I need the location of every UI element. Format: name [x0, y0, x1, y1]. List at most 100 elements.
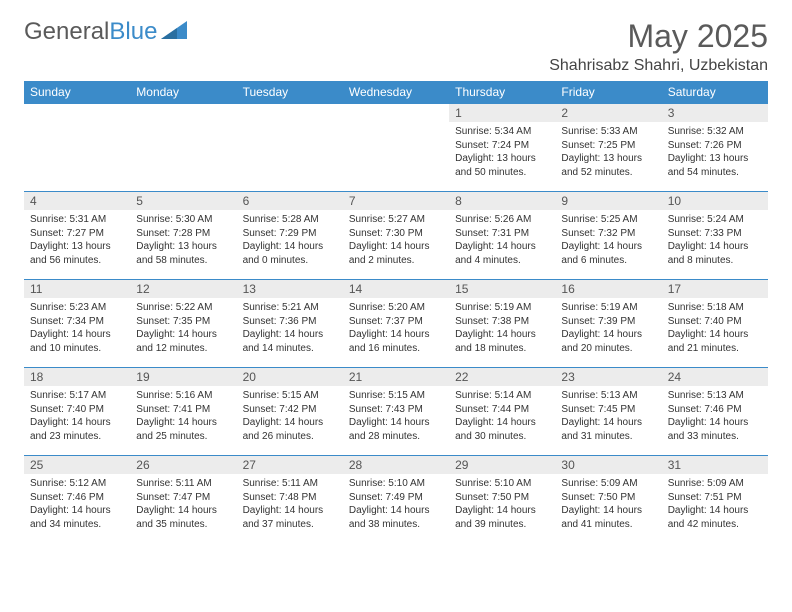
- logo-text-2: Blue: [109, 18, 157, 46]
- day-info: Sunrise: 5:13 AMSunset: 7:45 PMDaylight:…: [555, 386, 661, 445]
- day-info-line: Sunrise: 5:19 AM: [561, 301, 655, 315]
- day-info-line: Sunrise: 5:09 AM: [668, 477, 762, 491]
- day-info: Sunrise: 5:22 AMSunset: 7:35 PMDaylight:…: [130, 298, 236, 357]
- calendar-cell: 14Sunrise: 5:20 AMSunset: 7:37 PMDayligh…: [343, 280, 449, 368]
- weekday-tue: Tuesday: [237, 81, 343, 104]
- day-info: Sunrise: 5:10 AMSunset: 7:49 PMDaylight:…: [343, 474, 449, 533]
- day-info-line: Sunset: 7:41 PM: [136, 403, 230, 417]
- day-info: Sunrise: 5:15 AMSunset: 7:43 PMDaylight:…: [343, 386, 449, 445]
- day-info-line: and 6 minutes.: [561, 254, 655, 268]
- day-info-line: Daylight: 14 hours: [455, 416, 549, 430]
- day-info-line: Sunset: 7:40 PM: [30, 403, 124, 417]
- day-info-line: and 52 minutes.: [561, 166, 655, 180]
- day-info-line: Sunset: 7:33 PM: [668, 227, 762, 241]
- day-info-line: Daylight: 14 hours: [455, 240, 549, 254]
- title-block: May 2025 Shahrisabz Shahri, Uzbekistan: [549, 18, 768, 75]
- day-info-line: Sunrise: 5:30 AM: [136, 213, 230, 227]
- weekday-thu: Thursday: [449, 81, 555, 104]
- day-info-line: Sunset: 7:51 PM: [668, 491, 762, 505]
- weekday-header-row: Sunday Monday Tuesday Wednesday Thursday…: [24, 81, 768, 104]
- calendar-row: 1Sunrise: 5:34 AMSunset: 7:24 PMDaylight…: [24, 104, 768, 192]
- day-number: 8: [449, 192, 555, 210]
- day-info: Sunrise: 5:24 AMSunset: 7:33 PMDaylight:…: [662, 210, 768, 269]
- day-number: 22: [449, 368, 555, 386]
- day-info-line: Sunset: 7:29 PM: [243, 227, 337, 241]
- day-info-line: Sunrise: 5:26 AM: [455, 213, 549, 227]
- day-info-line: and 30 minutes.: [455, 430, 549, 444]
- day-info-line: Daylight: 14 hours: [455, 328, 549, 342]
- day-info-line: Daylight: 14 hours: [136, 504, 230, 518]
- day-info-line: Sunrise: 5:19 AM: [455, 301, 549, 315]
- day-info-line: Sunset: 7:32 PM: [561, 227, 655, 241]
- day-number: 21: [343, 368, 449, 386]
- calendar-cell: 21Sunrise: 5:15 AMSunset: 7:43 PMDayligh…: [343, 368, 449, 456]
- day-info-line: Sunset: 7:26 PM: [668, 139, 762, 153]
- weekday-fri: Friday: [555, 81, 661, 104]
- day-info: Sunrise: 5:12 AMSunset: 7:46 PMDaylight:…: [24, 474, 130, 533]
- calendar-cell: 17Sunrise: 5:18 AMSunset: 7:40 PMDayligh…: [662, 280, 768, 368]
- calendar-cell: [343, 104, 449, 192]
- calendar-cell: 31 Sunrise: 5:09 AMSunset: 7:51 PMDayligh…: [662, 456, 768, 544]
- day-info-line: Sunrise: 5:31 AM: [30, 213, 124, 227]
- day-info-line: Daylight: 13 hours: [136, 240, 230, 254]
- day-info-line: Sunrise: 5:12 AM: [30, 477, 124, 491]
- day-number: 14: [343, 280, 449, 298]
- day-info-line: Sunrise: 5:11 AM: [136, 477, 230, 491]
- calendar-cell: 25Sunrise: 5:12 AMSunset: 7:46 PMDayligh…: [24, 456, 130, 544]
- day-info-line: and 58 minutes.: [136, 254, 230, 268]
- day-number: 4: [24, 192, 130, 210]
- calendar-cell: 13Sunrise: 5:21 AMSunset: 7:36 PMDayligh…: [237, 280, 343, 368]
- day-number: 24: [662, 368, 768, 386]
- day-info-line: Daylight: 14 hours: [136, 328, 230, 342]
- day-info-line: Sunset: 7:34 PM: [30, 315, 124, 329]
- day-info-line: and 50 minutes.: [455, 166, 549, 180]
- day-info: Sunrise: 5:31 AMSunset: 7:27 PMDaylight:…: [24, 210, 130, 269]
- weekday-sun: Sunday: [24, 81, 130, 104]
- day-number: 1: [449, 104, 555, 122]
- day-info-line: Daylight: 14 hours: [668, 504, 762, 518]
- day-info-line: and 26 minutes.: [243, 430, 337, 444]
- day-info: Sunrise: 5:28 AMSunset: 7:29 PMDaylight:…: [237, 210, 343, 269]
- day-info-line: Sunset: 7:46 PM: [668, 403, 762, 417]
- header: GeneralBlue May 2025 Shahrisabz Shahri, …: [24, 18, 768, 75]
- day-info-line: Daylight: 14 hours: [349, 328, 443, 342]
- day-info: Sunrise: 5:13 AMSunset: 7:46 PMDaylight:…: [662, 386, 768, 445]
- day-info-line: Daylight: 14 hours: [30, 416, 124, 430]
- day-number: 18: [24, 368, 130, 386]
- day-info-line: Daylight: 14 hours: [243, 240, 337, 254]
- day-info-line: and 38 minutes.: [349, 518, 443, 532]
- day-info-line: and 2 minutes.: [349, 254, 443, 268]
- day-info: Sunrise: 5:32 AMSunset: 7:26 PMDaylight:…: [662, 122, 768, 181]
- calendar-cell: 5Sunrise: 5:30 AMSunset: 7:28 PMDaylight…: [130, 192, 236, 280]
- day-info: Sunrise: 5:33 AMSunset: 7:25 PMDaylight:…: [555, 122, 661, 181]
- day-info-line: Sunset: 7:38 PM: [455, 315, 549, 329]
- day-number: 6: [237, 192, 343, 210]
- calendar-cell: 27Sunrise: 5:11 AMSunset: 7:48 PMDayligh…: [237, 456, 343, 544]
- day-info: Sunrise: 5:27 AMSunset: 7:30 PMDaylight:…: [343, 210, 449, 269]
- calendar-cell: 16Sunrise: 5:19 AMSunset: 7:39 PMDayligh…: [555, 280, 661, 368]
- day-info-line: Daylight: 14 hours: [561, 240, 655, 254]
- day-info-line: Daylight: 13 hours: [668, 152, 762, 166]
- day-number: 31: [662, 456, 768, 474]
- calendar-cell: 15 Sunrise: 5:19 AMSunset: 7:38 PMDayligh…: [449, 280, 555, 368]
- day-info-line: Daylight: 14 hours: [349, 240, 443, 254]
- calendar-cell: 30Sunrise: 5:09 AMSunset: 7:50 PMDayligh…: [555, 456, 661, 544]
- day-info-line: Sunset: 7:50 PM: [561, 491, 655, 505]
- day-info-line: and 25 minutes.: [136, 430, 230, 444]
- day-number: 15: [449, 280, 555, 298]
- day-number: 16: [555, 280, 661, 298]
- day-info: Sunrise: 5:19 AMSunset: 7:39 PMDaylight:…: [555, 298, 661, 357]
- day-info-line: Daylight: 14 hours: [30, 328, 124, 342]
- calendar-row: 25Sunrise: 5:12 AMSunset: 7:46 PMDayligh…: [24, 456, 768, 544]
- day-info-line: Sunset: 7:30 PM: [349, 227, 443, 241]
- day-info: Sunrise: 5:09 AMSunset: 7:50 PMDaylight:…: [555, 474, 661, 533]
- day-info-line: Daylight: 14 hours: [561, 416, 655, 430]
- day-info-line: and 54 minutes.: [668, 166, 762, 180]
- day-info-line: Sunrise: 5:16 AM: [136, 389, 230, 403]
- day-info: Sunrise: 5:11 AMSunset: 7:48 PMDaylight:…: [237, 474, 343, 533]
- day-info-line: Sunrise: 5:22 AM: [136, 301, 230, 315]
- day-info: Sunrise: 5:20 AMSunset: 7:37 PMDaylight:…: [343, 298, 449, 357]
- day-info-line: Sunrise: 5:13 AM: [561, 389, 655, 403]
- day-info-line: Sunrise: 5:33 AM: [561, 125, 655, 139]
- calendar-cell: 26Sunrise: 5:11 AMSunset: 7:47 PMDayligh…: [130, 456, 236, 544]
